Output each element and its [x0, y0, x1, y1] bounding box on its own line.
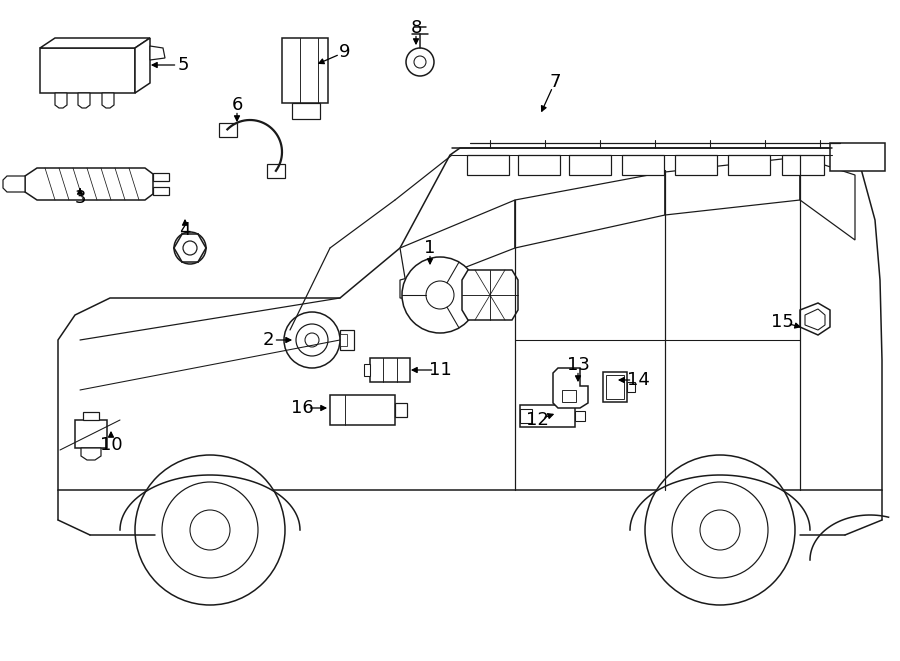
Bar: [267, 164, 285, 178]
Polygon shape: [83, 412, 99, 420]
Bar: [603, 372, 627, 402]
Polygon shape: [150, 46, 165, 60]
Circle shape: [183, 241, 197, 255]
Polygon shape: [102, 93, 114, 108]
Polygon shape: [78, 93, 90, 108]
Bar: [370, 358, 410, 382]
Text: 13: 13: [567, 356, 590, 374]
Circle shape: [402, 257, 478, 333]
Bar: [575, 411, 585, 421]
Circle shape: [174, 232, 206, 264]
Polygon shape: [3, 176, 25, 192]
Bar: [622, 155, 664, 175]
Text: 8: 8: [410, 19, 422, 37]
Text: 3: 3: [74, 189, 86, 207]
Bar: [340, 334, 347, 346]
Text: 1: 1: [424, 239, 436, 257]
Bar: [728, 155, 770, 175]
Polygon shape: [553, 368, 588, 408]
Bar: [467, 155, 509, 175]
Bar: [518, 155, 560, 175]
Text: 7: 7: [549, 73, 561, 91]
Polygon shape: [153, 173, 169, 181]
Bar: [520, 405, 575, 427]
Bar: [782, 155, 824, 175]
Polygon shape: [462, 270, 518, 320]
Bar: [292, 103, 320, 119]
Text: 12: 12: [526, 411, 548, 429]
Bar: [562, 390, 576, 402]
Circle shape: [645, 455, 795, 605]
Polygon shape: [81, 448, 101, 460]
Polygon shape: [400, 200, 515, 290]
Circle shape: [296, 324, 328, 356]
Polygon shape: [40, 38, 150, 48]
Text: 11: 11: [428, 361, 452, 379]
Text: 15: 15: [770, 313, 794, 331]
Polygon shape: [135, 38, 150, 93]
Circle shape: [414, 56, 426, 68]
Bar: [606, 375, 624, 399]
Polygon shape: [800, 157, 855, 240]
Circle shape: [284, 312, 340, 368]
Polygon shape: [364, 364, 370, 376]
Bar: [569, 155, 611, 175]
Bar: [675, 155, 717, 175]
Polygon shape: [40, 48, 135, 93]
Polygon shape: [800, 303, 830, 335]
Bar: [520, 409, 532, 423]
Text: 9: 9: [339, 43, 351, 61]
Bar: [340, 330, 354, 350]
Circle shape: [135, 455, 285, 605]
Text: 4: 4: [179, 221, 191, 239]
Polygon shape: [805, 309, 825, 330]
Text: 10: 10: [100, 436, 122, 454]
Polygon shape: [25, 168, 153, 200]
Bar: [395, 403, 407, 417]
Polygon shape: [153, 187, 169, 195]
Circle shape: [406, 48, 434, 76]
Bar: [219, 123, 237, 137]
Polygon shape: [400, 272, 445, 300]
Circle shape: [672, 482, 768, 578]
Text: 2: 2: [262, 331, 274, 349]
Polygon shape: [55, 93, 67, 108]
Bar: [75, 420, 107, 448]
Bar: [330, 395, 395, 425]
Bar: [282, 38, 328, 103]
Circle shape: [190, 510, 230, 550]
Polygon shape: [58, 148, 882, 490]
Circle shape: [700, 510, 740, 550]
Bar: [830, 143, 885, 171]
Polygon shape: [665, 157, 800, 215]
Circle shape: [305, 333, 319, 347]
Circle shape: [162, 482, 258, 578]
Text: 16: 16: [291, 399, 313, 417]
Circle shape: [426, 281, 454, 309]
Polygon shape: [515, 172, 665, 248]
Text: 5: 5: [177, 56, 189, 74]
Bar: [627, 382, 635, 392]
Text: 6: 6: [231, 96, 243, 114]
Text: 14: 14: [626, 371, 650, 389]
